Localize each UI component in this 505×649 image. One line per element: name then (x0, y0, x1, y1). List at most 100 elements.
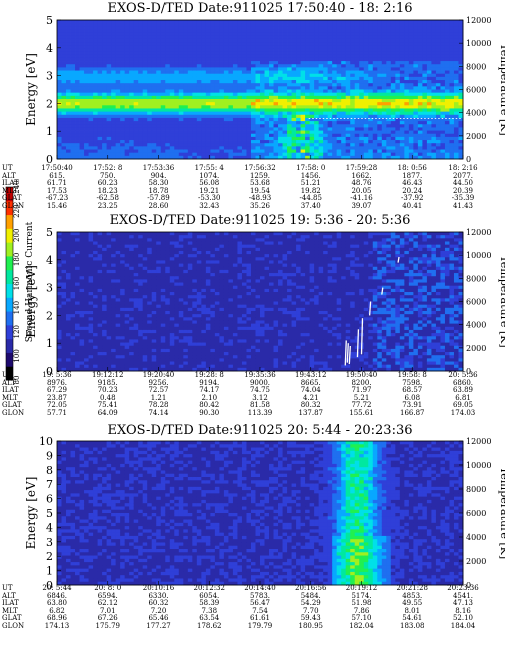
heatmap-cell (444, 146, 450, 150)
heatmap-cell (79, 260, 85, 264)
heatmap-cell (79, 80, 85, 84)
heatmap-cell (70, 326, 76, 331)
heatmap-cell (115, 32, 121, 37)
heatmap-cell (201, 83, 207, 87)
heatmap-cell (435, 80, 441, 84)
heatmap-cell (97, 38, 103, 43)
heatmap-cell (408, 105, 414, 109)
heatmap-cell (57, 361, 62, 366)
heatmap-cell (205, 92, 211, 97)
heatmap-cell (363, 152, 369, 157)
heatmap-cell (102, 35, 108, 40)
heatmap-cell (269, 130, 274, 135)
heatmap-cell (228, 42, 234, 46)
heatmap-cell (377, 48, 383, 52)
orbit-row-label: MLT (2, 186, 18, 195)
heatmap-cell (219, 70, 225, 75)
heatmap-cell (305, 95, 311, 100)
heatmap-cell (57, 102, 62, 106)
heatmap-cell (210, 42, 216, 46)
heatmap-cell (323, 83, 329, 87)
heatmap-cell (61, 329, 67, 334)
heatmap-cell (223, 20, 229, 24)
heatmap-cell (75, 260, 80, 264)
heatmap-cell (269, 114, 274, 119)
heatmap-cell (151, 98, 157, 103)
heatmap-cell (395, 98, 401, 103)
heatmap-cell (138, 146, 144, 150)
heatmap-cell (458, 57, 464, 62)
heatmap-cell (246, 32, 252, 37)
heatmap-cell (106, 269, 112, 274)
heatmap-cell (278, 54, 283, 59)
heatmap-cell (93, 26, 98, 30)
heatmap-cell (84, 42, 89, 46)
heatmap-cell (296, 76, 301, 81)
heatmap-cell (196, 149, 202, 154)
heatmap-cell (232, 155, 238, 160)
heatmap-cell (57, 105, 62, 109)
heatmap-cell (354, 124, 360, 128)
heatmap-cell (192, 111, 198, 116)
heatmap-cell (75, 42, 80, 46)
heatmap-cell (57, 114, 62, 119)
heatmap-cell (151, 20, 157, 24)
heatmap-cell (124, 348, 130, 353)
heatmap-cell (93, 342, 98, 347)
heatmap-cell (264, 136, 270, 141)
heatmap-cell (106, 345, 112, 350)
heatmap-cell (440, 98, 446, 103)
heatmap-cell (246, 121, 252, 125)
heatmap-cell (232, 38, 238, 43)
heatmap-cell (435, 86, 441, 90)
heatmap-cell (255, 48, 261, 52)
heatmap-cell (237, 67, 243, 71)
heatmap-cell (201, 143, 207, 147)
heatmap-cell (332, 67, 338, 71)
heatmap-cell (138, 292, 144, 296)
heatmap-cell (386, 136, 392, 141)
heatmap-cell (228, 67, 234, 71)
heatmap-cell (142, 361, 148, 366)
heatmap-cell (70, 250, 76, 255)
heatmap-cell (444, 51, 450, 56)
heatmap-cell (250, 38, 256, 43)
heatmap-cell (314, 70, 320, 75)
orbit-cell: -57.89 (147, 194, 170, 203)
heatmap-cell (97, 361, 103, 366)
heatmap-cell (88, 117, 94, 122)
heatmap-cell (431, 152, 437, 157)
heatmap-cell (79, 342, 85, 347)
heatmap-cell (372, 67, 378, 71)
heatmap-cell (246, 146, 252, 150)
heatmap-cell (165, 95, 171, 100)
heatmap-cell (431, 121, 437, 125)
heatmap-cell (431, 32, 437, 37)
heatmap-cell (408, 140, 414, 144)
heatmap-cell (133, 295, 139, 299)
heatmap-cell (381, 121, 387, 125)
heatmap-cell (296, 38, 301, 43)
heatmap-cell (178, 95, 184, 100)
heatmap-cell (422, 149, 428, 154)
heatmap-cell (115, 317, 121, 321)
heatmap-cell (440, 83, 446, 87)
heatmap-cell (129, 263, 135, 268)
heatmap-cell (196, 45, 202, 49)
heatmap-cell (61, 80, 67, 84)
heatmap-cell (147, 257, 153, 261)
heatmap-cell (93, 83, 98, 87)
heatmap-cell (453, 89, 459, 94)
heatmap-cell (151, 92, 157, 97)
heatmap-cell (341, 35, 347, 40)
heatmap-cell (377, 149, 383, 154)
heatmap-cell (399, 108, 405, 113)
heatmap-cell (417, 146, 423, 150)
heatmap-cell (138, 76, 144, 81)
heatmap-cell (93, 70, 98, 75)
heatmap-cell (296, 155, 301, 160)
orbit-cell: 39.07 (351, 201, 372, 210)
heatmap-cell (93, 358, 98, 362)
heatmap-cell (453, 70, 459, 75)
heatmap-cell (183, 20, 189, 24)
